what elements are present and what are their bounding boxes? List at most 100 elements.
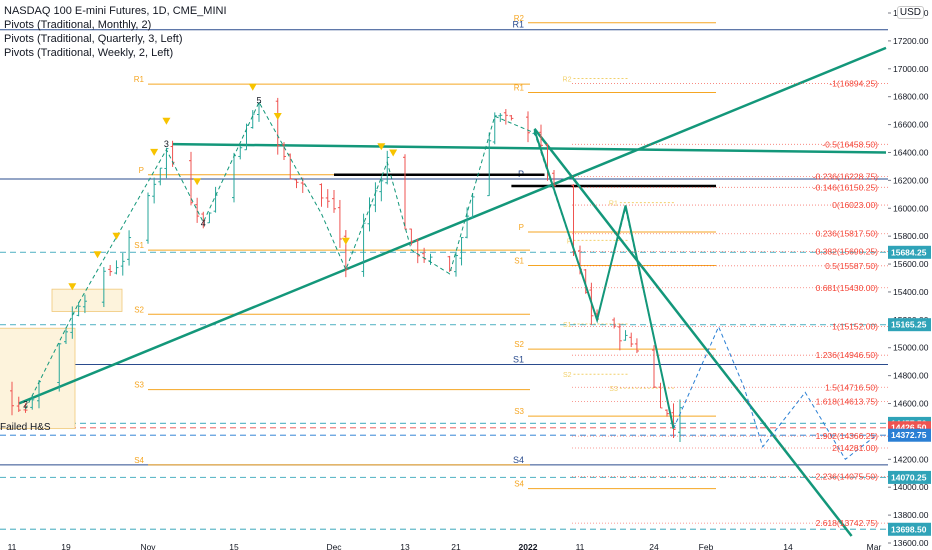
- wave-path: [25, 101, 674, 429]
- y-tick-label: 17000.00: [893, 64, 929, 74]
- monthly-pivot-label: S4: [514, 480, 524, 489]
- x-tick-label: 11: [576, 542, 585, 550]
- fib-level-label: -0.5(16458.50): [822, 139, 878, 149]
- signal-triangle-icon: [377, 143, 386, 151]
- markers-layer: 2 3 4 5: [23, 83, 875, 461]
- y-tick-label: 15000.00: [893, 343, 929, 353]
- monthly-pivot-label: S1: [134, 241, 144, 250]
- abc-zigzag: [533, 129, 675, 429]
- signal-triangle-icon: [389, 149, 398, 157]
- fib-level-label: 1(15152.00): [832, 322, 878, 332]
- wave-label: 2: [23, 400, 28, 410]
- x-tick-label: 15: [229, 542, 239, 550]
- legend-monthly-pivots[interactable]: Pivots (Traditional, Monthly, 2): [4, 19, 152, 31]
- fib-level-label: 2(14281.00): [832, 443, 878, 453]
- trendline: [18, 46, 887, 405]
- price-badge: [888, 522, 931, 536]
- weekly-pivot-label: S1: [563, 322, 572, 329]
- x-tick-label: 14: [783, 542, 793, 550]
- legend-weekly-pivots[interactable]: Pivots (Traditional, Weekly, 2, Left): [4, 47, 174, 59]
- fib-level-label: 0.382(15690.25): [816, 246, 879, 256]
- y-tick-label: 16200.00: [893, 175, 929, 185]
- wave-label: 5: [256, 96, 261, 106]
- legend-symbol[interactable]: NASDAQ 100 E-mini Futures, 1D, CME_MINI: [4, 5, 227, 17]
- price-badge-label: 14372.75: [891, 430, 927, 440]
- trendline: [533, 127, 853, 537]
- y-tick-label: 16800.00: [893, 92, 929, 102]
- price-badge: [888, 470, 931, 484]
- fib-level-label: -0.236(16228.75): [813, 171, 878, 181]
- y-tick-label: 14600.00: [893, 399, 929, 409]
- fib-level-label: 2.618(13742.75): [816, 518, 879, 528]
- fib-levels-layer: -1(16894.25) -0.5(16458.50) -0.236(16228.7…: [572, 79, 888, 528]
- y-tick-label: 16400.00: [893, 147, 929, 157]
- currency-button[interactable]: USD: [896, 6, 924, 19]
- fib-level-label: 2.236(14075.50): [816, 472, 879, 482]
- weekly-pivot-label: R2: [563, 77, 572, 84]
- monthly-pivot-label: R2: [514, 14, 525, 23]
- monthly-pivot-label: P: [139, 166, 144, 175]
- weekly-pivot-label: P: [567, 238, 572, 245]
- y-tick-label: 15600.00: [893, 259, 929, 269]
- price-badge-label: 15165.25: [891, 320, 927, 330]
- signal-triangle-icon: [162, 117, 171, 125]
- price-badge-label: 14426.50: [891, 423, 927, 433]
- price-badge: [888, 318, 931, 332]
- y-tick-label: 17200.00: [893, 36, 929, 46]
- y-tick-label: 14800.00: [893, 371, 929, 381]
- quarterly-pivot-label: R1: [512, 20, 524, 30]
- price-badge-label: 13698.50: [891, 524, 927, 534]
- monthly-pivot-label: R1: [134, 75, 145, 84]
- price-badge-label: 14070.25: [891, 472, 927, 482]
- signal-triangle-icon: [273, 113, 282, 121]
- fib-level-label: 1.902(14366.25): [816, 431, 879, 441]
- fib-level-label: 0(16023.00): [832, 200, 878, 210]
- signal-triangle-icon: [93, 251, 102, 259]
- x-tick-label: 11: [8, 542, 17, 550]
- price-badge-label: 15684.25: [891, 247, 927, 257]
- x-tick-label: 13: [400, 542, 410, 550]
- monthly-pivot-label: S3: [514, 407, 524, 416]
- projection-path: [673, 325, 875, 461]
- signal-triangle-icon: [150, 148, 159, 156]
- time-axis-bg: [0, 543, 888, 550]
- x-tick-label: Nov: [140, 542, 156, 550]
- y-tick-label: 16600.00: [893, 120, 929, 130]
- signal-triangle-icon: [193, 178, 202, 186]
- chart-legend: NASDAQ 100 E-mini Futures, 1D, CME_MINI …: [4, 4, 227, 60]
- y-tick-label: 14200.00: [893, 454, 929, 464]
- price-axis-bg: [888, 0, 932, 550]
- y-tick-label: 13600.00: [893, 538, 929, 548]
- x-tick-label: 24: [649, 542, 659, 550]
- price-badge: [888, 428, 931, 442]
- fib-level-label: 0.5(15587.50): [825, 261, 878, 271]
- monthly-pivot-label: S1: [514, 256, 524, 265]
- fib-level-label: -0.146(16150.25): [813, 182, 878, 192]
- legend-quarterly-pivots[interactable]: Pivots (Traditional, Quarterly, 3, Left): [4, 33, 183, 45]
- x-tick-label: 21: [451, 542, 461, 550]
- fib-level-label: 0.236(15817.50): [816, 229, 879, 239]
- fib-level-label: 1.5(14716.50): [825, 382, 878, 392]
- wave-label: 3: [164, 139, 169, 149]
- x-tick-label: Feb: [699, 542, 714, 550]
- monthly-pivot-label: R1: [514, 84, 525, 93]
- monthly-pivot-label: S2: [514, 340, 524, 349]
- pivot-lines-layer: R1PS1S4R1PS1S2S3S4R2R1PS1S2S3S4R2R1PS1S2…: [0, 14, 888, 530]
- x-tick-label: 19: [61, 542, 71, 550]
- signal-triangle-icon: [248, 83, 257, 91]
- weekly-pivot-label: S3: [609, 386, 618, 393]
- failed-hs-annotation: Failed H&S: [0, 422, 51, 433]
- quarterly-pivot-label: S1: [513, 354, 524, 364]
- price-badge: [888, 245, 931, 259]
- y-tick-label: 13800.00: [893, 510, 929, 520]
- monthly-pivot-label: P: [519, 223, 524, 232]
- wave-label: 4: [201, 218, 206, 228]
- signal-triangle-icon: [68, 283, 77, 291]
- signal-triangle-icon: [341, 237, 350, 245]
- trendlines-layer: [18, 46, 887, 537]
- fib-level-label: -1(16894.25): [829, 79, 878, 89]
- y-tick-label: 16000.00: [893, 203, 929, 213]
- x-tick-label: Dec: [326, 542, 342, 550]
